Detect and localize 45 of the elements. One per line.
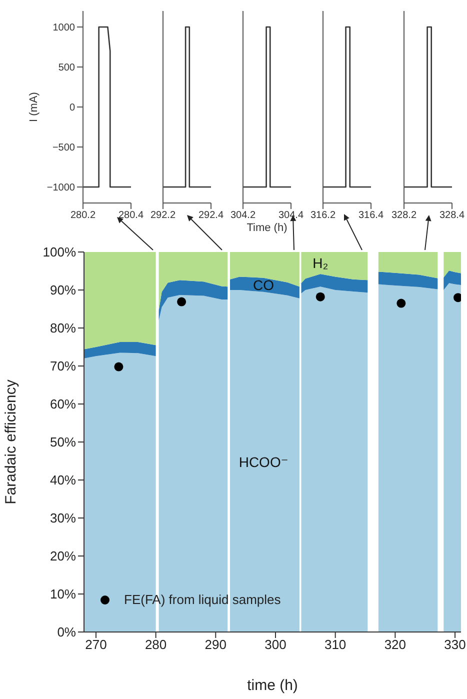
x-tick-label: 304.2 [230, 210, 256, 222]
x-axis-title: Time (h) [246, 222, 288, 234]
x-tick-label: 280 [144, 637, 167, 652]
y-tick-label: −500 [52, 142, 76, 154]
y-tick-label: 100% [42, 244, 76, 260]
x-tick-label: 328.4 [439, 210, 465, 222]
point [177, 297, 186, 306]
y-tick-label: 20% [50, 548, 76, 564]
y-tick-label: 80% [50, 320, 76, 336]
x-axis-title: time (h) [247, 677, 298, 694]
y-axis-title: Faradaic efficiency [2, 379, 20, 504]
series-label: CO [253, 276, 274, 293]
point [114, 362, 124, 372]
x-tick-label: 330 [444, 637, 466, 652]
x-tick-label: 280.4 [118, 210, 144, 222]
y-tick-label: 0% [57, 624, 76, 640]
x-tick-label: 292.2 [150, 210, 176, 222]
point [396, 298, 406, 308]
y-tick-label: 60% [50, 396, 76, 412]
x-tick-label: 304.4 [278, 210, 304, 222]
x-tick-label: 292.4 [198, 210, 224, 222]
y-tick-label: 0 [69, 102, 76, 114]
x-tick-label: 300 [264, 637, 286, 652]
y-tick-label: 50% [50, 434, 76, 450]
y-tick-label: 1000 [52, 22, 76, 34]
y-tick-label: 90% [50, 282, 76, 298]
point [316, 292, 325, 302]
y-tick-label: 500 [58, 62, 76, 74]
y-tick-label: 40% [50, 472, 76, 488]
x-tick-label: 280.2 [70, 210, 96, 222]
y-axis-title: I (mA) [28, 92, 40, 122]
series-label: H₂ [312, 254, 328, 271]
y-tick-label: 10% [50, 586, 76, 602]
x-tick-label: 316.4 [358, 210, 384, 222]
x-tick-label: 316.2 [310, 210, 336, 222]
x-tick-label: 320 [384, 637, 406, 652]
series-label: HCOO⁻ [238, 454, 288, 470]
x-tick-label: 328.2 [391, 210, 417, 222]
legend-label: FE(FA) from liquid samples [124, 592, 281, 607]
x-tick-label: 270 [85, 637, 107, 652]
y-tick-label: 70% [50, 358, 76, 374]
x-tick-label: 290 [204, 637, 226, 652]
y-tick-label: 30% [50, 510, 76, 526]
y-tick-label: −1000 [46, 182, 76, 194]
x-tick-label: 310 [324, 637, 346, 652]
